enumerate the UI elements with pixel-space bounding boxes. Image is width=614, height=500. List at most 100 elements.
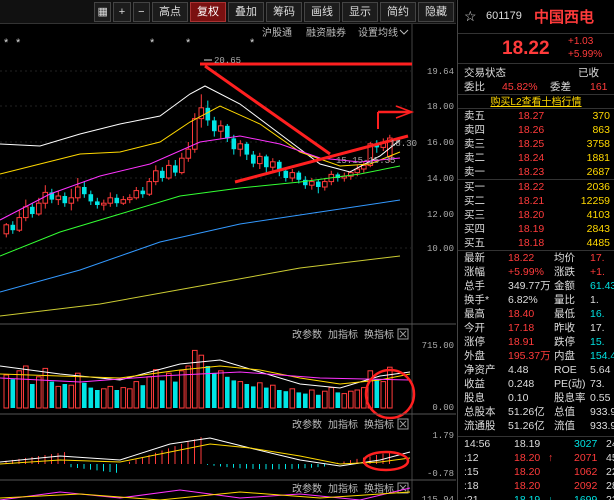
toolbar-button-7[interactable]: 画线 [303, 1, 340, 22]
toolbar-button-10[interactable]: 隐藏 [417, 1, 454, 22]
toolbar-button-5[interactable]: 叠加 [227, 1, 264, 22]
star-icon[interactable]: ☆ [464, 8, 477, 24]
volume-bar [10, 379, 16, 408]
candle-body [160, 170, 165, 178]
tick-row: 14:56 18.19 3027 24 [458, 437, 614, 451]
ask-row: 卖四 18.26 863 [458, 123, 614, 137]
volume-bar [270, 384, 276, 409]
candle-body [237, 143, 244, 150]
tick-count: 45 [606, 452, 614, 464]
candle-body [296, 172, 302, 180]
kdj-add-indicator: 加指标 [328, 482, 358, 495]
bid-price: 18.19 [518, 223, 545, 235]
volume-bar [225, 376, 230, 408]
candle-body [277, 161, 282, 171]
toolbar-button-9[interactable]: 简约 [379, 1, 416, 22]
bid-label: 买五 [464, 237, 485, 249]
kdj-swap-indicator: 换指标 [364, 482, 394, 495]
stat-value: 933.9 [590, 406, 614, 418]
tick-count: 24 [606, 438, 614, 450]
stat-label: 净资产 [464, 364, 496, 376]
ma60-line [0, 199, 401, 293]
stat-value: 17.18 [508, 322, 535, 334]
tick-arrow-icon: ↑ [548, 452, 554, 464]
plus-button[interactable]: + [113, 1, 131, 22]
price-axis-label: 16.00 [427, 138, 454, 148]
toolbar-button-4[interactable]: 复权 [189, 1, 226, 22]
volume-bar [192, 349, 198, 409]
stat-row: 净资产 4.48 ROE 5.64 [458, 363, 614, 377]
grid-button[interactable]: ▦ [94, 1, 112, 22]
bid-volume: 4103 [586, 209, 610, 221]
candle-body [30, 206, 35, 214]
ask-label: 卖二 [464, 152, 485, 164]
stat-value: 73. [590, 378, 605, 390]
stat-value: 4.48 [508, 364, 529, 376]
bid-price: 18.20 [518, 209, 545, 221]
downtrend-line [204, 64, 331, 156]
candle-body [127, 197, 133, 201]
trade-status-row: 交易状态 已收 [458, 66, 614, 80]
candle-body [75, 186, 81, 199]
ask-price: 18.24 [518, 152, 545, 164]
candle-body [10, 224, 16, 231]
volume-bar [120, 387, 127, 409]
candle-body [322, 181, 328, 188]
stock-code: 601179 [486, 10, 522, 22]
stat-label: 外盘 [464, 350, 485, 362]
stat-label: 收益 [464, 378, 485, 390]
candle-body [88, 194, 94, 202]
stat-value: 5.64 [590, 364, 611, 376]
volume-bar [23, 365, 29, 409]
stat-value: 17. [590, 322, 605, 334]
minus-button[interactable]: − [132, 1, 150, 22]
volume-bar [3, 374, 10, 409]
stat-label: 流通股 [464, 420, 496, 432]
stat-label: 总股本 [464, 406, 496, 418]
candle-body [303, 179, 308, 186]
toolbar-button-3[interactable]: 高点 [151, 1, 188, 22]
stat-value: 18.22 [508, 252, 535, 264]
bid-label: 买一 [464, 181, 485, 193]
volume-bar [341, 393, 348, 409]
volume-bar [101, 388, 107, 409]
volume-bar [237, 381, 244, 409]
stat-label: ROE [554, 364, 577, 376]
candle-body [62, 196, 68, 204]
volume-bar [88, 387, 94, 408]
bid-row: 买一 18.22 2036 [458, 180, 614, 194]
tick-price: 18.20 [514, 480, 541, 492]
candle-body [16, 217, 23, 231]
stat-value: 15. [590, 336, 605, 348]
link-ma-settings: 设置均线 [358, 26, 398, 39]
volume-bar [49, 381, 55, 408]
stat-row: 收益 0.248 PE(动) 73. [458, 377, 614, 391]
stat-label: 跌停 [554, 336, 575, 348]
event-star-icon: * [150, 37, 155, 49]
ask-row: 卖五 18.27 370 [458, 109, 614, 123]
kline-chart-area[interactable]: 19.64 18.00 16.00 14.00 12.00 10.00 沪股通 融资融券 设置均… [0, 24, 456, 500]
toolbar-button-8[interactable]: 显示 [341, 1, 378, 22]
candle-body [361, 164, 367, 170]
stat-label: 内盘 [554, 350, 575, 362]
volume-bar [212, 373, 217, 408]
vol-change-params: 改参数 [292, 328, 322, 341]
kline-chart[interactable]: 19.64 18.00 16.00 14.00 12.00 10.00 沪股通 融资融券 设置均… [0, 24, 456, 500]
stat-label: 股息 [464, 392, 485, 404]
volume-bar [42, 367, 49, 409]
event-star-icon: * [16, 37, 21, 49]
candle-body [95, 201, 100, 205]
volume-bar [160, 380, 165, 408]
price-axis-label: 19.64 [427, 67, 454, 77]
weibi-row: 委比 45.82% 委差 161 [458, 80, 614, 94]
tick-list: 14:5618.19302724:1218.20207145↑:1518.201… [458, 436, 614, 500]
stat-row: 流通股 51.26亿 流值 933.9 [458, 419, 614, 433]
ask-price: 18.27 [518, 110, 545, 122]
ask-volume: 2687 [586, 166, 610, 178]
toolbar-button-6[interactable]: 筹码 [265, 1, 302, 22]
stat-value: 195.37万 [508, 350, 551, 362]
l2-order-link[interactable]: 购买L2查看十档行情 [458, 94, 614, 109]
volume-bar [114, 390, 120, 408]
chart-toolbar: ▦ + − 高点 复权 叠加 筹码 画线 显示 简约 隐藏 [0, 0, 456, 24]
